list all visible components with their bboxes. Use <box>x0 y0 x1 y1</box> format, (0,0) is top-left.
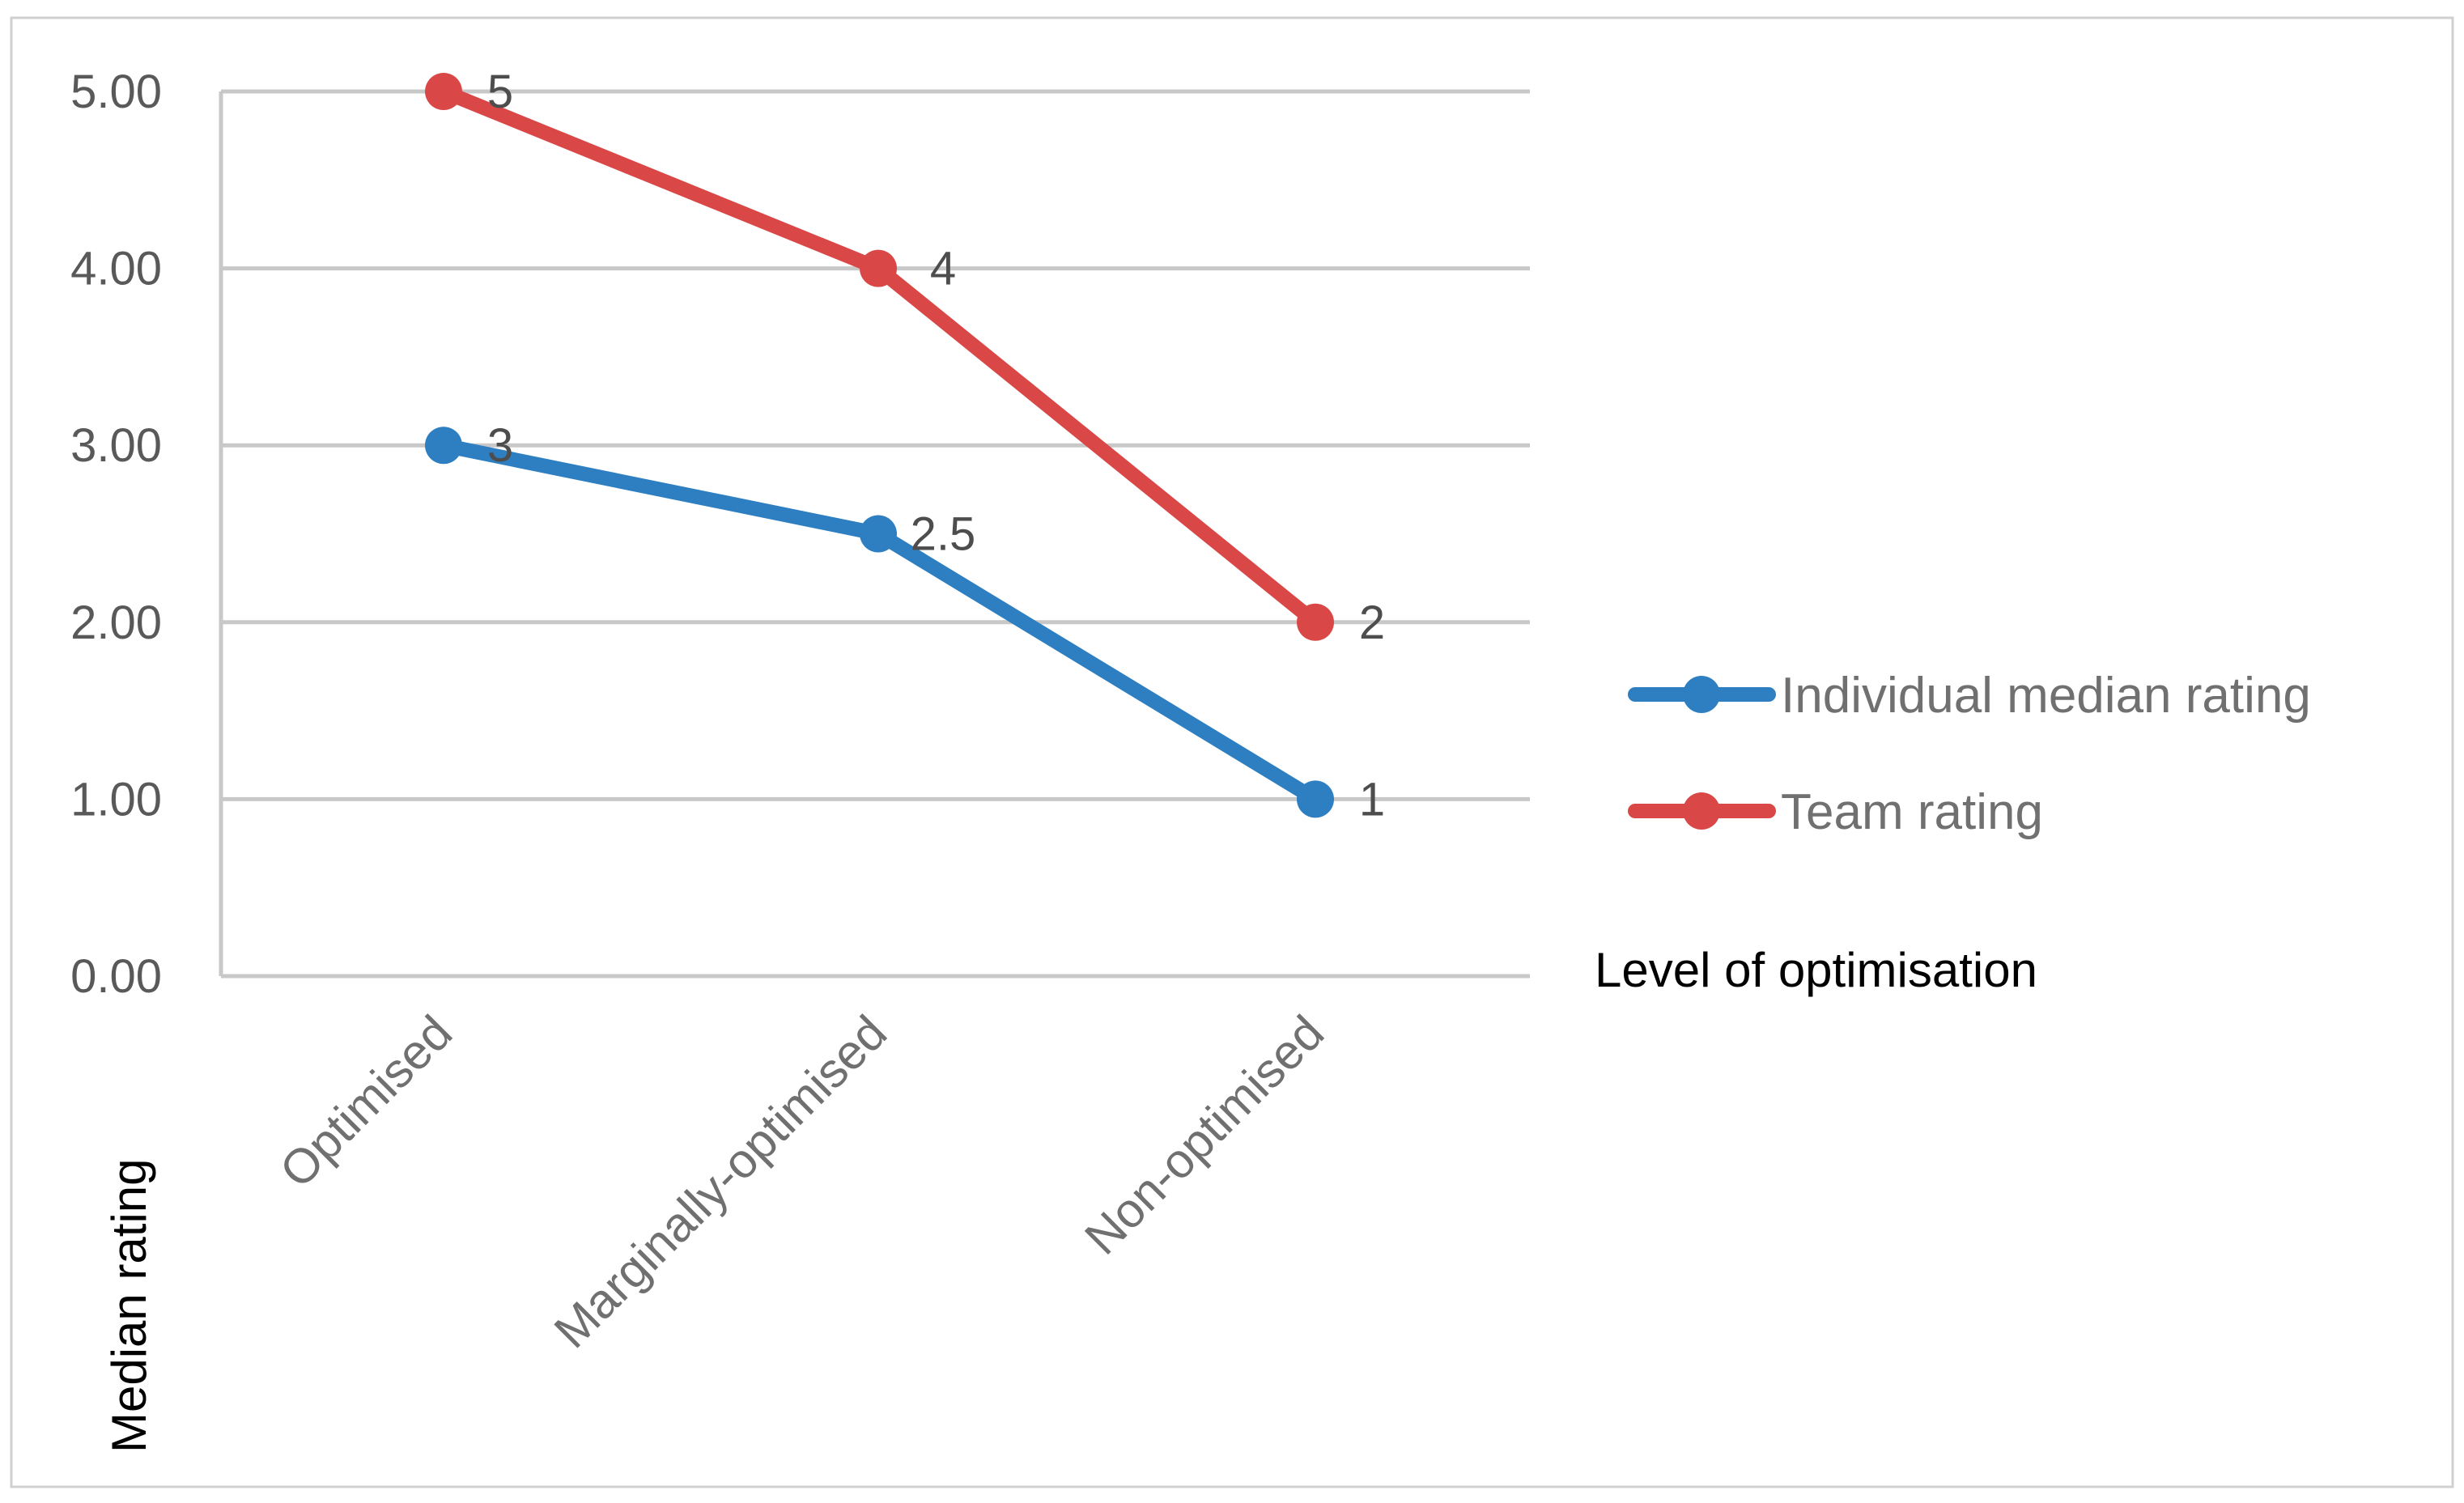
gridlines <box>221 89 1530 801</box>
x-category-label: Non-optimised <box>1074 1005 1334 1265</box>
legend-swatch-marker <box>1683 676 1720 713</box>
y-axis-ticks: 0.00 1.00 2.00 3.00 4.00 5.00 <box>70 66 162 1003</box>
x-category-label: Marginally-optimised <box>544 1005 897 1358</box>
data-point <box>860 515 897 553</box>
chart-frame <box>10 16 2454 1488</box>
legend-swatch-marker <box>1683 792 1720 830</box>
data-point <box>1297 603 1334 641</box>
data-label: 4 <box>930 243 956 295</box>
y-tick-label: 2.00 <box>70 597 162 649</box>
data-label: 2.5 <box>911 508 976 561</box>
series-lines <box>425 73 1334 818</box>
data-labels: 3 2.5 1 5 4 2 <box>487 66 1385 826</box>
x-axis-categories: Optimised Marginally-optimised Non-optimis… <box>270 1005 1334 1358</box>
data-label: 5 <box>487 66 513 118</box>
y-tick-label: 5.00 <box>70 66 162 118</box>
y-axis-title: Median rating <box>102 1158 156 1453</box>
y-tick-label: 0.00 <box>70 950 162 1003</box>
y-tick-label: 3.00 <box>70 419 162 472</box>
legend-label: Team rating <box>1781 784 2043 840</box>
data-point <box>1297 780 1334 818</box>
y-tick-label: 4.00 <box>70 243 162 295</box>
legend-label: Individual median rating <box>1781 668 2311 724</box>
data-point <box>860 249 897 287</box>
data-label: 3 <box>487 419 513 472</box>
x-axis-title: Level of optimisation <box>1595 943 2037 997</box>
data-point <box>425 73 462 110</box>
data-point <box>425 427 462 465</box>
data-label: 2 <box>1359 597 1385 649</box>
y-tick-label: 1.00 <box>70 773 162 826</box>
data-label: 1 <box>1359 773 1385 826</box>
x-category-label: Optimised <box>270 1005 462 1198</box>
legend: Individual median rating Team rating <box>1628 668 2311 840</box>
